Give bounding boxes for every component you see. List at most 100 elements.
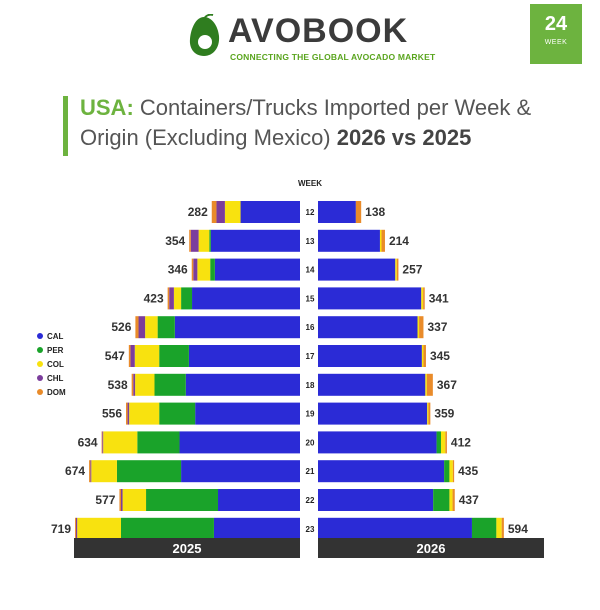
bar-2025-per: [146, 489, 219, 511]
bar-2025-cal: [181, 460, 300, 483]
legend-label-per: PER: [47, 346, 64, 355]
brand-tagline: CONNECTING THE GLOBAL AVOCADO MARKET: [230, 52, 436, 62]
bar-2025-per: [210, 258, 215, 281]
total-label-2025: 538: [108, 378, 128, 392]
week-tick-label: 21: [306, 467, 315, 476]
bar-2025-per: [121, 517, 214, 540]
bar-2026-cal: [318, 345, 422, 367]
bar-2026-per: [436, 431, 441, 454]
bar-2025-dom: [119, 489, 122, 511]
title-accent-bar: [63, 96, 68, 156]
bar-2026-per: [471, 517, 497, 540]
bar-2025-cal: [188, 345, 300, 367]
bar-2026-col: [395, 258, 397, 281]
bar-2025-cal: [192, 287, 300, 310]
bar-2025-cal: [185, 373, 300, 396]
bar-2025-chl: [127, 402, 130, 425]
legend-label-dom: DOM: [47, 388, 66, 397]
total-label-2025: 674: [65, 464, 85, 478]
week-tick-label: 18: [306, 381, 315, 390]
bar-2025-per: [157, 316, 175, 339]
total-label-2026: 367: [437, 378, 457, 392]
bar-2026-dom: [426, 373, 433, 396]
bar-2025-dom: [211, 201, 217, 223]
legend-marker-cal: [37, 333, 43, 339]
bar-2026-cal: [318, 316, 418, 339]
bar-2026-cal: [318, 402, 428, 425]
bar-2025-col: [135, 373, 155, 396]
week-label: WEEK: [544, 39, 568, 46]
bar-2025-col: [103, 431, 138, 454]
bar-2026-per: [444, 460, 450, 483]
panel-label-2026: 2026: [417, 541, 446, 556]
total-label-2025: 526: [111, 320, 131, 334]
bar-2025-per: [181, 287, 193, 310]
bar-2026-col: [379, 229, 382, 252]
bar-2026-dom: [355, 201, 362, 223]
total-label-2026: 594: [508, 522, 528, 536]
bar-2026-cal: [318, 517, 472, 540]
total-label-2026: 257: [402, 263, 422, 277]
bar-2025-dom: [135, 316, 139, 339]
avobook-logo: AVOBOOK CONNECTING THE GLOBAL AVOCADO MA…: [182, 10, 435, 62]
total-label-2025: 282: [188, 205, 208, 219]
bar-2026-cal: [318, 229, 380, 252]
week-tick-label: 13: [306, 237, 315, 246]
bar-2025-dom: [75, 517, 76, 540]
bar-2026-col: [449, 489, 453, 511]
bar-2025-chl: [133, 373, 136, 396]
bar-2025-dom: [191, 258, 194, 281]
bar-2025-per: [154, 373, 186, 396]
title-text: Containers/Trucks Imported per Week & Or…: [80, 95, 532, 150]
bar-2025-col: [129, 402, 160, 425]
title-country: USA:: [80, 95, 134, 120]
bar-2025-dom: [89, 460, 91, 483]
total-label-2026: 359: [434, 407, 454, 421]
footer-bar-2026: [318, 538, 544, 558]
footer-bar-2025: [74, 538, 300, 558]
bar-2026-per: [433, 489, 450, 511]
bar-2025-dom: [101, 431, 103, 454]
bar-2026-col: [427, 402, 429, 425]
panel-label-2025: 2025: [173, 541, 202, 556]
bar-2026-col: [421, 287, 424, 310]
bar-2026-cal: [318, 431, 437, 454]
brand-name: AVOBOOK: [228, 12, 409, 50]
header: AVOBOOK CONNECTING THE GLOBAL AVOCADO MA…: [0, 0, 600, 80]
bar-2026-cal: [318, 373, 426, 396]
bar-2025-dom: [131, 373, 134, 396]
legend-marker-per: [37, 347, 43, 353]
bar-2025-chl: [102, 431, 104, 454]
bar-2025-col: [91, 460, 117, 483]
week-number: 24: [544, 13, 568, 35]
week-column-header: WEEK: [298, 179, 322, 188]
bar-2025-col: [197, 258, 211, 281]
bar-2025-per: [116, 460, 182, 483]
total-label-2025: 556: [102, 407, 122, 421]
bar-2026-dom: [452, 489, 455, 511]
bar-2026-dom: [423, 345, 426, 367]
total-label-2026: 435: [458, 464, 478, 478]
bar-2025-col: [145, 316, 158, 339]
bar-2026-cal: [318, 201, 356, 223]
bar-2025-chl: [75, 517, 78, 540]
total-label-2026: 138: [365, 205, 385, 219]
bar-2026-cal: [318, 258, 396, 281]
bar-2025-col: [77, 517, 122, 540]
bar-2026-cal: [318, 489, 434, 511]
bar-2025-col: [198, 229, 210, 252]
bar-2025-dom: [126, 402, 128, 425]
legend-label-col: COL: [47, 360, 64, 369]
bar-2025-cal: [240, 201, 300, 223]
legend-label-chl: CHL: [47, 374, 64, 383]
bar-2025-per: [209, 229, 211, 252]
total-label-2026: 437: [459, 493, 479, 507]
bar-2025-dom: [128, 345, 131, 367]
total-label-2025: 577: [95, 493, 115, 507]
bar-2025-dom: [189, 229, 191, 252]
week-badge: 24 WEEK: [530, 4, 582, 64]
bar-2026-dom: [501, 517, 504, 540]
legend-marker-chl: [37, 375, 43, 381]
bar-2025-chl: [90, 460, 92, 483]
